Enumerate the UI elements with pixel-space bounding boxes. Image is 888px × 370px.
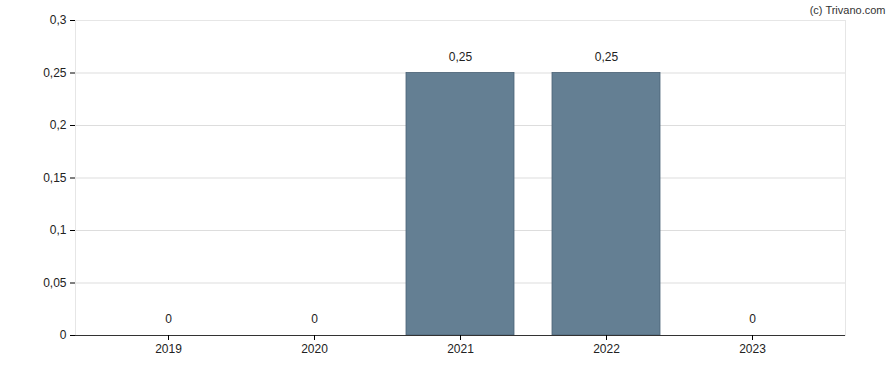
svg-text:0,1: 0,1	[50, 223, 67, 237]
svg-text:0,3: 0,3	[50, 13, 67, 27]
svg-text:0,25: 0,25	[595, 50, 619, 64]
svg-text:0,2: 0,2	[50, 118, 67, 132]
svg-text:0: 0	[165, 312, 172, 326]
svg-text:(c) Trivano.com: (c) Trivano.com	[810, 4, 886, 16]
svg-text:0: 0	[311, 312, 318, 326]
svg-text:2023: 2023	[739, 342, 766, 356]
svg-text:0: 0	[60, 328, 67, 342]
svg-text:2022: 2022	[593, 342, 620, 356]
svg-text:0,05: 0,05	[43, 276, 67, 290]
svg-text:0,25: 0,25	[43, 66, 67, 80]
svg-text:0: 0	[749, 312, 756, 326]
svg-text:2020: 2020	[301, 342, 328, 356]
svg-text:2019: 2019	[155, 342, 182, 356]
svg-text:0,15: 0,15	[43, 171, 67, 185]
svg-text:0,25: 0,25	[449, 50, 473, 64]
svg-text:2021: 2021	[447, 342, 474, 356]
